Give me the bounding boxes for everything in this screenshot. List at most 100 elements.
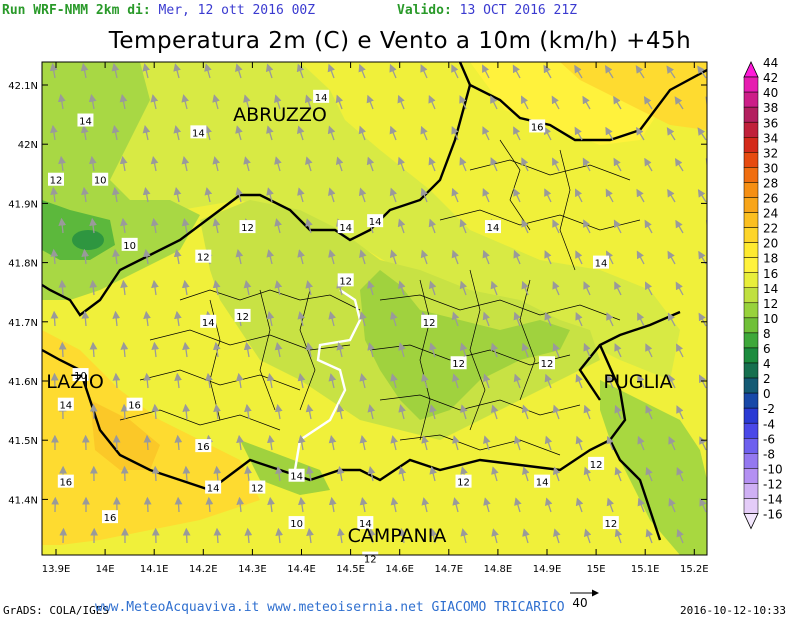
wind-arrow bbox=[244, 403, 252, 420]
wind-arrow bbox=[522, 466, 530, 482]
wind-arrow bbox=[606, 373, 614, 389]
contour-label: 12 bbox=[197, 253, 210, 264]
wind-arrow bbox=[575, 435, 583, 451]
wind-arrow bbox=[274, 94, 282, 110]
wind-arrow bbox=[80, 62, 89, 79]
legend-label: 34 bbox=[763, 131, 778, 145]
wind-arrow bbox=[606, 250, 614, 265]
wind-arrow bbox=[150, 155, 159, 172]
wind-arrow bbox=[552, 466, 561, 482]
contour-label-bg bbox=[190, 125, 207, 139]
wind-arrow bbox=[181, 156, 190, 172]
wind-arrow bbox=[212, 279, 221, 296]
wind-arrow bbox=[483, 497, 491, 513]
run-date: Mer, 12 ott 2016 00Z bbox=[158, 3, 316, 18]
legend-label: 24 bbox=[763, 207, 778, 221]
wind-arrow bbox=[236, 434, 244, 451]
wind-arrow bbox=[697, 189, 707, 203]
wind-arrow bbox=[459, 342, 468, 358]
wind-arrow bbox=[80, 124, 89, 141]
wind-arrow bbox=[274, 403, 283, 420]
wind-arrow bbox=[328, 311, 336, 327]
valid-header: Valido: 13 OCT 2016 21Z bbox=[397, 3, 577, 18]
contour-label-bg bbox=[195, 439, 212, 453]
wind-arrow bbox=[88, 93, 97, 110]
wind-arrow bbox=[613, 157, 622, 172]
wind-arrow bbox=[150, 217, 159, 234]
wind-arrow bbox=[81, 310, 90, 327]
valid-date: 13 OCT 2016 21Z bbox=[459, 3, 578, 18]
wind-arrow bbox=[243, 156, 251, 172]
legend-label: 36 bbox=[763, 116, 778, 130]
wind-arrow bbox=[305, 156, 313, 172]
wind-arrow bbox=[575, 188, 583, 203]
contour-label: 16 bbox=[59, 478, 72, 489]
wind-arrow bbox=[150, 94, 159, 110]
wind-arrow bbox=[637, 497, 645, 513]
contour-label-bg bbox=[288, 516, 305, 530]
wind-arrow bbox=[274, 218, 282, 234]
wind-arrow bbox=[514, 497, 522, 513]
wind-arrow bbox=[420, 125, 428, 141]
contour-label-bg bbox=[534, 474, 551, 488]
wind-arrow bbox=[676, 405, 684, 420]
contour-label: 12 bbox=[604, 519, 617, 530]
legend-label: -12 bbox=[763, 477, 783, 491]
contour-label: 10 bbox=[94, 176, 107, 187]
wind-arrow bbox=[243, 94, 251, 110]
wind-arrow bbox=[336, 342, 345, 358]
wind-arrow bbox=[421, 497, 430, 513]
wind-arrow bbox=[491, 466, 499, 482]
wind-arrow bbox=[111, 124, 120, 141]
legend-label: -2 bbox=[763, 402, 775, 416]
wind-arrow bbox=[89, 279, 98, 296]
lon-tick-label: 14.5E bbox=[336, 564, 365, 575]
contour-label: 14 bbox=[290, 472, 303, 483]
wind-arrow bbox=[142, 248, 151, 265]
legend-label: 8 bbox=[763, 327, 771, 341]
wind-arrow bbox=[512, 64, 521, 79]
lat-tick-label: 41.5N bbox=[8, 436, 38, 447]
wind-arrow bbox=[420, 187, 428, 203]
contour-label-bg bbox=[337, 220, 354, 234]
wind-arrow bbox=[143, 496, 152, 513]
wind-arrow bbox=[429, 404, 437, 420]
wind-arrow bbox=[151, 465, 160, 482]
wind-arrow bbox=[213, 403, 221, 420]
wind-arrow bbox=[204, 63, 212, 79]
temp-band-18-20-sw bbox=[90, 400, 160, 470]
wind-arrow bbox=[359, 311, 367, 327]
legend-swatch bbox=[743, 317, 759, 334]
contour-label-bg bbox=[455, 474, 472, 488]
contour-label-bg bbox=[357, 516, 374, 530]
legend-label: -4 bbox=[763, 417, 775, 431]
lat-tick-label: 42.1N bbox=[8, 81, 38, 92]
contour-label-bg bbox=[126, 397, 143, 411]
wind-arrow bbox=[452, 373, 460, 389]
run-label: Run WRF-NMM 2km di: bbox=[2, 3, 151, 18]
wind-arrow bbox=[575, 373, 583, 389]
wind-arrow bbox=[613, 219, 622, 234]
wind-arrow bbox=[582, 95, 591, 110]
legend-swatch bbox=[743, 91, 759, 108]
wind-arrow bbox=[668, 497, 676, 513]
wind-arrow bbox=[275, 465, 283, 482]
latitude-axis: 42.1N 42N 41.9N 41.8N 41.7N 41.6N 41.5N 41.4N bbox=[8, 81, 707, 506]
wind-arrow bbox=[205, 372, 213, 389]
wind-arrow bbox=[81, 186, 89, 203]
contour-label-bg bbox=[249, 480, 266, 494]
wind-arrow bbox=[699, 374, 707, 389]
legend-swatch bbox=[743, 106, 759, 123]
lat-tick-label: 41.9N bbox=[8, 199, 38, 210]
legend-label: 22 bbox=[763, 222, 778, 236]
lon-tick-label: 14.1E bbox=[140, 564, 169, 575]
wind-arrow bbox=[173, 187, 182, 203]
wind-arrow bbox=[398, 466, 407, 482]
wind-arrow bbox=[575, 312, 583, 327]
wind-arrow bbox=[604, 64, 614, 79]
legend-swatch-top-arrow bbox=[743, 61, 759, 78]
wind-arrow bbox=[420, 64, 428, 79]
wind-arrow bbox=[636, 250, 645, 265]
wind-arrow bbox=[636, 188, 645, 203]
wind-arrow bbox=[552, 342, 560, 358]
